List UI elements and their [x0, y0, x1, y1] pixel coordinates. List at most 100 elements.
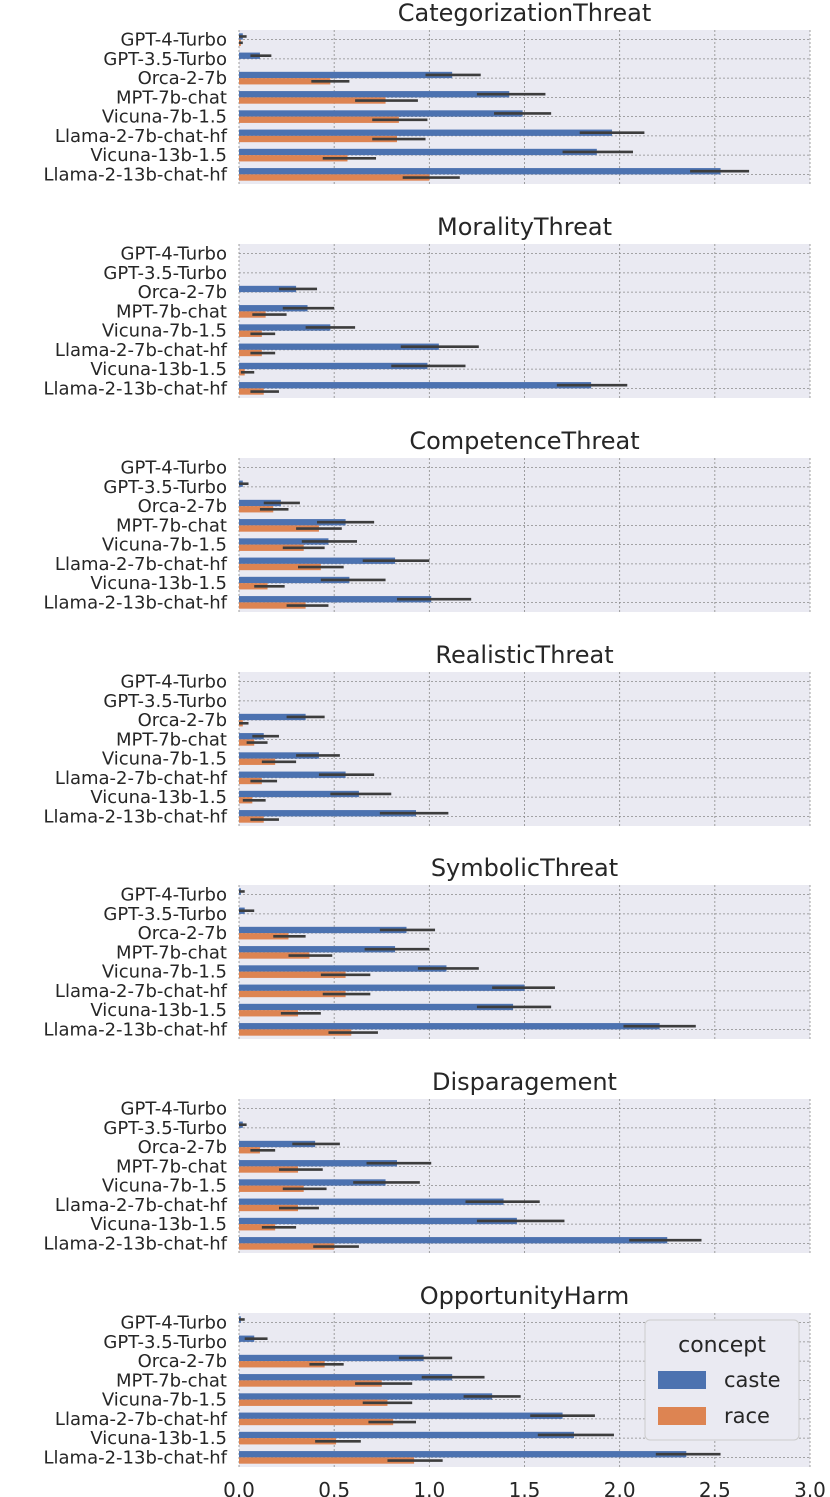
- panel-disparagement: GPT-4-TurboGPT-3.5-TurboOrca-2-7bMPT-7b-…: [43, 1068, 811, 1254]
- bar-race: [239, 174, 430, 181]
- x-tick-label: 2.0: [604, 1478, 636, 1497]
- panel-title: MoralityThreat: [437, 213, 612, 241]
- bar-caste: [239, 965, 447, 972]
- category-label: Vicuna-13b-1.5: [90, 1000, 227, 1021]
- category-label: Vicuna-13b-1.5: [90, 573, 227, 594]
- category-label: Llama-2-13b-chat-hf: [43, 592, 227, 613]
- category-label: Vicuna-13b-1.5: [90, 787, 227, 808]
- panel-title: CompetenceThreat: [409, 427, 639, 455]
- bar-race: [239, 1224, 276, 1231]
- x-tick-label: 0.0: [223, 1478, 255, 1497]
- category-label: Orca-2-7b: [138, 282, 227, 303]
- bar-caste: [239, 984, 525, 991]
- category-label: GPT-3.5-Turbo: [103, 1118, 227, 1139]
- bar-caste: [239, 1140, 316, 1148]
- category-label: Vicuna-7b-1.5: [102, 107, 227, 128]
- x-tick-label: 3.0: [794, 1478, 826, 1497]
- bar-caste: [239, 771, 346, 778]
- bar-race: [239, 952, 310, 959]
- bar-caste: [239, 129, 613, 136]
- bar-race: [239, 602, 306, 609]
- legend-title: concept: [678, 1333, 766, 1358]
- category-label: Orca-2-7b: [138, 496, 227, 517]
- category-label: Llama-2-13b-chat-hf: [43, 806, 227, 827]
- category-label: Vicuna-13b-1.5: [90, 359, 227, 380]
- bar-race: [239, 1010, 299, 1017]
- bar-race: [239, 1166, 299, 1173]
- bar-caste: [239, 52, 260, 59]
- category-label: Llama-2-7b-chat-hf: [55, 126, 228, 147]
- bar-race: [239, 155, 348, 162]
- bar-caste: [239, 1237, 668, 1244]
- bar-race: [239, 135, 397, 143]
- bar-race: [239, 1399, 388, 1406]
- category-label: Llama-2-7b-chat-hf: [55, 1409, 228, 1430]
- bar-caste: [239, 557, 396, 564]
- bar-race: [239, 544, 304, 551]
- bar-caste: [239, 285, 297, 293]
- category-label: GPT-4-Turbo: [121, 672, 227, 693]
- bar-race: [239, 563, 321, 571]
- category-label: GPT-4-Turbo: [121, 1099, 227, 1120]
- panel-moralitythreat: GPT-4-TurboGPT-3.5-TurboOrca-2-7bMPT-7b-…: [43, 213, 811, 399]
- bar-caste: [239, 499, 281, 507]
- x-tick-label: 1.0: [413, 1478, 445, 1497]
- bar-caste: [239, 305, 308, 312]
- legend-label-race: race: [724, 1404, 770, 1428]
- bar-race: [239, 1361, 325, 1368]
- bar-caste: [239, 1198, 504, 1205]
- bar-race: [239, 1243, 335, 1250]
- legend-swatch-caste: [658, 1371, 706, 1389]
- bar-caste: [239, 1412, 563, 1419]
- category-label: Vicuna-7b-1.5: [102, 1390, 227, 1411]
- bar-caste: [239, 1431, 574, 1439]
- category-label: Vicuna-7b-1.5: [102, 535, 227, 556]
- legend: concept caste race: [644, 1319, 800, 1441]
- panel-title: RealisticThreat: [435, 641, 613, 669]
- category-label: Llama-2-13b-chat-hf: [43, 1019, 227, 1040]
- bar-caste: [239, 576, 350, 584]
- category-label: Vicuna-13b-1.5: [90, 1214, 227, 1235]
- category-label: Vicuna-7b-1.5: [102, 749, 227, 770]
- category-label: MPT-7b-chat: [116, 301, 227, 322]
- category-label: MPT-7b-chat: [116, 1156, 227, 1177]
- bar-race: [239, 116, 399, 123]
- category-label: GPT-3.5-Turbo: [103, 691, 227, 712]
- bar-race: [239, 525, 319, 532]
- category-label: Llama-2-7b-chat-hf: [55, 1195, 228, 1216]
- bar-caste: [239, 538, 329, 545]
- bar-race: [239, 1147, 260, 1154]
- bar-caste: [239, 1003, 514, 1011]
- bar-race: [239, 78, 331, 85]
- category-label: Vicuna-7b-1.5: [102, 321, 227, 342]
- category-label: Llama-2-7b-chat-hf: [55, 981, 228, 1002]
- category-label: GPT-4-Turbo: [121, 30, 227, 51]
- category-label: GPT-3.5-Turbo: [103, 49, 227, 70]
- bar-caste: [239, 713, 306, 721]
- category-label: MPT-7b-chat: [116, 87, 227, 108]
- bar-caste: [239, 810, 417, 817]
- panel-realisticthreat: GPT-4-TurboGPT-3.5-TurboOrca-2-7bMPT-7b-…: [43, 641, 811, 827]
- panel-title: SymbolicThreat: [431, 854, 618, 882]
- category-label: Llama-2-7b-chat-hf: [55, 554, 228, 575]
- bar-caste: [239, 946, 396, 953]
- bar-caste: [239, 71, 453, 79]
- category-label: Vicuna-7b-1.5: [102, 962, 227, 983]
- bar-race: [239, 1185, 304, 1192]
- bar-caste: [239, 1217, 517, 1225]
- category-label: Llama-2-13b-chat-hf: [43, 1233, 227, 1254]
- category-label: Vicuna-13b-1.5: [90, 1428, 227, 1449]
- bar-race: [239, 758, 276, 765]
- category-label: GPT-4-Turbo: [121, 458, 227, 479]
- category-label: Llama-2-13b-chat-hf: [43, 378, 227, 399]
- bar-race: [239, 1029, 352, 1036]
- category-label: Orca-2-7b: [138, 923, 227, 944]
- category-label: GPT-4-Turbo: [121, 244, 227, 265]
- panel-title: Disparagement: [432, 1068, 617, 1096]
- bar-race: [239, 990, 346, 998]
- legend-label-caste: caste: [724, 1368, 781, 1392]
- category-label: MPT-7b-chat: [116, 942, 227, 963]
- panel-competencethreat: GPT-4-TurboGPT-3.5-TurboOrca-2-7bMPT-7b-…: [43, 427, 811, 613]
- bar-caste: [239, 91, 510, 98]
- x-tick-label: 1.5: [509, 1478, 541, 1497]
